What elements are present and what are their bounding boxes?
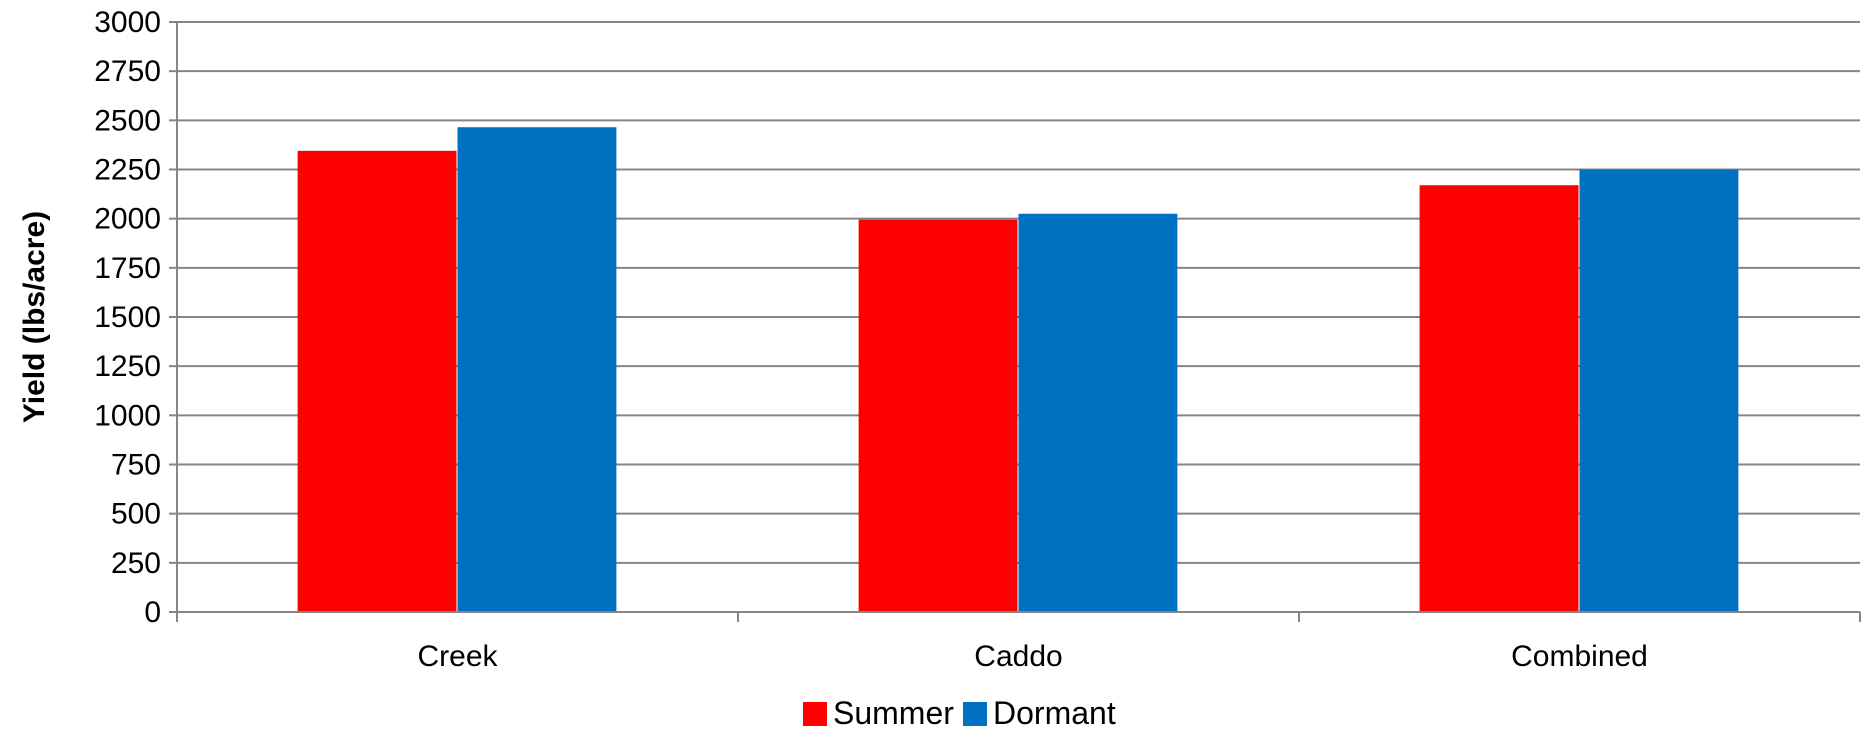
y-tick-label: 750 [111,449,161,482]
x-tick-label: Combined [1511,640,1648,673]
y-tick-label: 250 [111,547,161,580]
y-axis-title: Yield (lbs/acre) [18,211,51,423]
y-tick-labels: 0 250 500 750 1000 1250 1500 1750 2000 2250 2500 27… [94,6,177,629]
bar-summer-combined [1419,185,1579,612]
y-tick-label: 1250 [94,350,161,383]
x-tick-label: Creek [417,640,498,673]
y-tick-label: 3000 [94,6,161,39]
x-tick-labels: Creek Caddo Combined [176,612,1861,673]
y-tick-label: 2250 [94,154,161,187]
x-tick-label: Caddo [974,640,1062,673]
bar-dormant-creek [457,127,617,612]
y-tick-label: 500 [111,498,161,531]
y-tick-label: 2750 [94,55,161,88]
y-tick-label: 1000 [94,399,161,432]
y-tick-label: 0 [144,596,161,629]
y-tick-label: 2500 [94,104,161,137]
legend: Summer Dormant [803,695,1116,731]
bar-summer-creek [297,150,457,613]
bar-dormant-caddo [1018,213,1178,612]
y-tick-label: 1750 [94,252,161,285]
legend-swatch-dormant [963,702,987,726]
legend-label-dormant: Dormant [993,695,1116,731]
y-tick-label: 2000 [94,203,161,236]
bar-dormant-combined [1579,169,1739,612]
y-tick-label: 1500 [94,301,161,334]
bars [297,127,1739,613]
bar-summer-caddo [858,219,1018,612]
legend-label-summer: Summer [833,695,954,731]
legend-swatch-summer [803,702,827,726]
